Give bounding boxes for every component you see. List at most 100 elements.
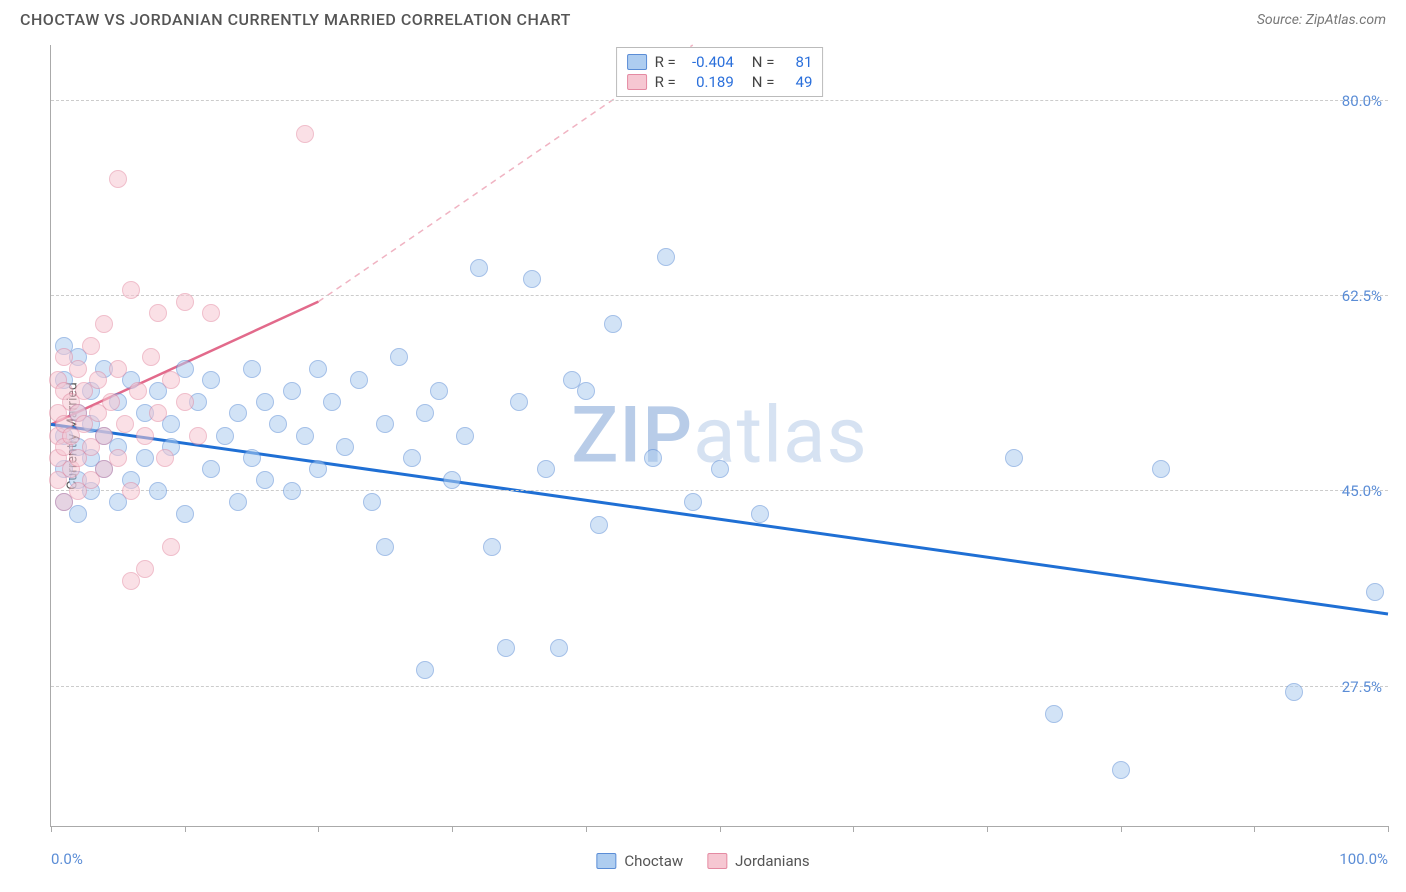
data-point: [590, 516, 608, 534]
stat-n-value: 49: [782, 73, 812, 91]
data-point: [497, 639, 515, 657]
data-point: [122, 482, 140, 500]
data-point: [136, 427, 154, 445]
chart-source: Source: ZipAtlas.com: [1257, 12, 1386, 28]
stat-n-label: N =: [752, 53, 775, 71]
gridline: [51, 100, 1388, 101]
data-point: [751, 505, 769, 523]
legend-label: Jordanians: [735, 852, 810, 870]
data-point: [243, 360, 261, 378]
stats-legend: R =-0.404N =81R =0.189N =49: [616, 47, 824, 97]
data-point: [1285, 683, 1303, 701]
data-point: [483, 538, 501, 556]
data-point: [443, 471, 461, 489]
data-point: [537, 460, 555, 478]
legend-item: Jordanians: [707, 852, 810, 870]
data-point: [296, 125, 314, 143]
gridline: [51, 490, 1388, 491]
data-point: [95, 315, 113, 333]
data-point: [162, 538, 180, 556]
data-point: [256, 393, 274, 411]
stat-r-label: R =: [655, 73, 676, 91]
data-point: [430, 382, 448, 400]
legend-swatch: [627, 54, 647, 70]
x-tick: [853, 826, 854, 832]
data-point: [283, 382, 301, 400]
x-tick: [185, 826, 186, 832]
data-point: [376, 538, 394, 556]
data-point: [604, 315, 622, 333]
data-point: [256, 471, 274, 489]
stat-n-value: 81: [782, 53, 812, 71]
data-point: [136, 560, 154, 578]
data-point: [657, 248, 675, 266]
data-point: [202, 371, 220, 389]
data-point: [523, 270, 541, 288]
data-point: [403, 449, 421, 467]
stats-row: R = -0.404 N = 81: [627, 52, 813, 72]
data-point: [102, 393, 120, 411]
data-point: [644, 449, 662, 467]
x-axis-label: 0.0%: [51, 850, 83, 868]
series-legend: Choctaw Jordanians: [596, 852, 809, 870]
data-point: [162, 371, 180, 389]
data-point: [323, 393, 341, 411]
x-tick: [720, 826, 721, 832]
data-point: [116, 415, 134, 433]
legend-swatch: [707, 853, 727, 869]
chart-header: CHOCTAW VS JORDANIAN CURRENTLY MARRIED C…: [0, 0, 1406, 35]
data-point: [577, 382, 595, 400]
watermark-dark: ZIP: [571, 390, 693, 481]
chart-title: CHOCTAW VS JORDANIAN CURRENTLY MARRIED C…: [20, 10, 571, 29]
data-point: [1045, 705, 1063, 723]
legend-label: Choctaw: [624, 852, 683, 870]
stat-n-label: N =: [752, 73, 775, 91]
x-tick: [987, 826, 988, 832]
legend-swatch: [596, 853, 616, 869]
gridline: [51, 686, 1388, 687]
x-tick: [1121, 826, 1122, 832]
x-tick: [452, 826, 453, 832]
data-point: [216, 427, 234, 445]
y-tick-label: 27.5%: [1342, 678, 1382, 696]
data-point: [149, 404, 167, 422]
x-axis-label: 100.0%: [1339, 850, 1388, 868]
data-point: [363, 493, 381, 511]
data-point: [336, 438, 354, 456]
x-tick: [1254, 826, 1255, 832]
y-tick-label: 80.0%: [1342, 92, 1382, 110]
stat-r-value: -0.404: [684, 53, 734, 71]
data-point: [309, 460, 327, 478]
data-point: [470, 259, 488, 277]
data-point: [416, 661, 434, 679]
gridline: [51, 295, 1388, 296]
data-point: [456, 427, 474, 445]
data-point: [69, 360, 87, 378]
x-tick: [318, 826, 319, 832]
data-point: [189, 427, 207, 445]
data-point: [711, 460, 729, 478]
scatter-chart: Currently Married ZIPatlas R =-0.404N =8…: [50, 45, 1388, 827]
stat-r-label: R =: [655, 53, 676, 71]
data-point: [176, 293, 194, 311]
data-point: [376, 415, 394, 433]
data-point: [510, 393, 528, 411]
data-point: [416, 404, 434, 422]
data-point: [109, 449, 127, 467]
stats-row: R =0.189N =49: [627, 72, 813, 92]
data-point: [269, 415, 287, 433]
data-point: [109, 360, 127, 378]
x-tick: [586, 826, 587, 832]
data-point: [109, 170, 127, 188]
data-point: [202, 304, 220, 322]
data-point: [176, 393, 194, 411]
data-point: [149, 482, 167, 500]
x-tick: [51, 826, 52, 832]
legend-item: Choctaw: [596, 852, 683, 870]
trend-lines: [51, 45, 1388, 826]
y-tick-label: 62.5%: [1342, 287, 1382, 305]
data-point: [176, 505, 194, 523]
data-point: [229, 404, 247, 422]
data-point: [82, 337, 100, 355]
data-point: [1112, 761, 1130, 779]
